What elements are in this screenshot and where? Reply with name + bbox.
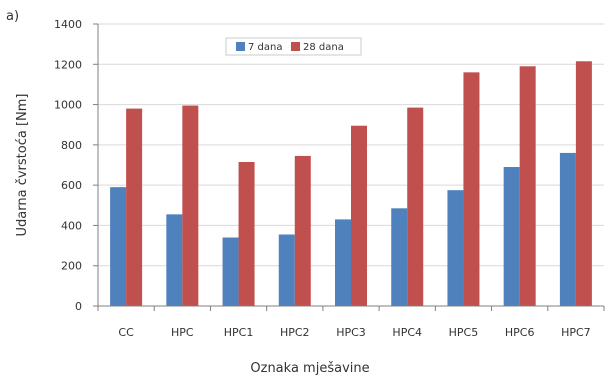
bar-7-dana-HPC2 [278,234,295,306]
bar-7-dana-HPC5 [447,190,464,306]
y-axis-label: Udarna čvrstoća [Nm] [15,94,30,237]
bar-28-dana-HPC6 [519,66,536,306]
y-tick-label: 1000 [54,99,82,112]
x-tick-label: HPC3 [336,326,366,339]
legend-swatch-28-dana [291,42,300,51]
legend-label-28-dana: 28 dana [303,42,344,53]
bar-28-dana-HPC7 [575,61,592,307]
y-tick-label: 800 [61,139,82,152]
bar-28-dana-HPC4 [407,107,424,306]
bar-7-dana-HPC3 [335,219,351,306]
bar-7-dana-HPC7 [559,152,576,306]
bar-28-dana-HPC [182,105,199,306]
bar-28-dana-HPC1 [238,161,255,306]
x-tick-label: HPC4 [392,326,422,339]
x-tick-labels: CC HPC HPC1 HPC2 HPC3 HPC4 HPC5 HPC6 HPC7 [118,326,590,339]
bar-7-dana-HPC4 [391,208,408,306]
x-tick-label: HPC5 [449,326,479,339]
legend: 7 dana 28 dana [225,37,362,56]
x-axis-label: Oznaka mješavine [250,361,369,376]
x-tick-label: HPC1 [224,326,254,339]
bar-7-dana-HPC1 [222,237,239,306]
axes [93,23,605,311]
x-tick-label: HPC6 [505,326,535,339]
bar-28-dana-HPC2 [294,155,311,306]
bar-28-dana-HPC5 [463,72,480,306]
x-tick-label: HPC7 [561,326,591,339]
x-tick-label: HPC2 [280,326,310,339]
y-tick-label: 200 [61,260,82,273]
y-tick-labels: 0 200 400 600 800 1000 1200 1400 [54,18,82,313]
y-tick-label: 0 [75,300,82,313]
bar-series [110,61,592,307]
y-tick-label: 600 [61,179,82,192]
y-tick-label: 400 [61,219,82,232]
y-tick-label: 1400 [54,18,82,31]
bar-28-dana-HPC3 [351,125,367,306]
y-tick-label: 1200 [54,58,82,71]
legend-label-7-dana: 7 dana [248,42,282,53]
bar-7-dana-HPC6 [503,167,520,306]
legend-swatch-7-dana [236,42,245,51]
bar-28-dana-CC [126,108,143,306]
x-tick-label: HPC [171,326,194,339]
x-tick-label: CC [118,326,134,339]
bar-7-dana-CC [110,187,127,306]
panel-label: a) [6,9,19,24]
bar-7-dana-HPC [166,214,183,306]
